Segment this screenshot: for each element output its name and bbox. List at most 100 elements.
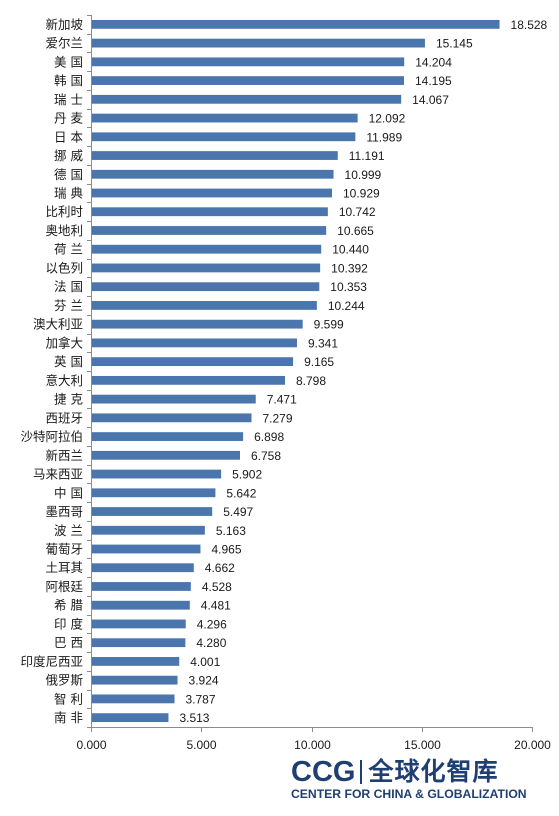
logo-english-name: CENTER FOR CHINA & GLOBALIZATION	[291, 787, 527, 801]
value-label: 10.665	[337, 224, 374, 238]
value-label: 14.195	[415, 74, 452, 88]
category-label: 挪 威	[54, 148, 83, 163]
bar	[92, 263, 321, 273]
bar	[92, 151, 338, 160]
category-label: 奥地利	[45, 223, 83, 238]
category-label: 日 本	[54, 129, 83, 144]
value-label: 10.353	[330, 280, 367, 294]
value-label: 6.758	[251, 449, 281, 463]
bar	[92, 413, 252, 423]
value-label: 10.742	[339, 205, 376, 219]
category-label: 比利时	[45, 204, 83, 219]
category-label: 丹 麦	[54, 111, 83, 126]
category-label: 阿根廷	[45, 579, 83, 594]
category-label: 英 国	[54, 354, 83, 369]
bar	[92, 282, 320, 292]
category-label: 土耳其	[45, 560, 83, 575]
bar	[92, 38, 425, 48]
value-label: 5.642	[226, 486, 256, 500]
x-tick-label: 5.000	[186, 738, 216, 752]
bar	[92, 338, 297, 348]
category-label: 荷 兰	[54, 242, 83, 257]
logo-ccg-text: CCG	[291, 756, 356, 788]
bar	[92, 207, 328, 217]
value-label: 3.513	[179, 711, 209, 725]
bar	[92, 450, 241, 460]
x-tick-label: 10.000	[294, 738, 331, 752]
value-label: 11.191	[349, 149, 385, 163]
bar	[92, 619, 186, 629]
value-label: 4.001	[190, 655, 220, 669]
category-label: 西班牙	[45, 410, 83, 425]
bar	[92, 507, 213, 516]
bar	[92, 301, 317, 310]
category-label: 瑞 典	[54, 186, 83, 201]
value-label: 4.528	[202, 580, 232, 594]
value-label: 12.092	[369, 112, 406, 126]
value-label: 7.279	[263, 411, 293, 425]
category-label: 韩 国	[54, 73, 83, 88]
value-label: 5.902	[232, 468, 262, 482]
bar	[92, 375, 285, 385]
value-label: 3.924	[189, 674, 219, 688]
logo-top-row: CCG 全球化智库	[291, 756, 553, 788]
category-label: 以色列	[45, 260, 83, 275]
value-label: 10.929	[343, 187, 380, 201]
bar	[92, 394, 256, 404]
value-label: 10.999	[345, 168, 382, 182]
value-label: 6.898	[254, 430, 284, 444]
bar	[92, 94, 402, 104]
bar	[92, 132, 356, 142]
category-label: 新加坡	[45, 17, 83, 32]
bar	[92, 525, 205, 535]
category-label: 印 度	[54, 616, 83, 631]
x-tick-label: 0.000	[76, 738, 106, 752]
category-label: 爱尔兰	[45, 36, 83, 51]
bar	[92, 319, 303, 329]
category-label: 希 腊	[54, 598, 83, 613]
category-label: 沙特阿拉伯	[20, 429, 83, 444]
value-label: 8.798	[296, 374, 326, 388]
bar	[92, 226, 327, 235]
x-tick-label: 15.000	[404, 738, 441, 752]
value-label: 3.787	[186, 692, 216, 706]
value-label: 5.163	[216, 524, 246, 538]
ccg-logo: CCG 全球化智库 CENTER FOR CHINA & GLOBALIZATI…	[291, 758, 553, 802]
value-label: 4.965	[211, 543, 241, 557]
bar	[92, 713, 169, 723]
bar	[92, 488, 216, 498]
logo-separator	[360, 760, 363, 784]
value-label: 14.204	[415, 55, 452, 69]
category-label: 德 国	[54, 167, 83, 182]
bar	[92, 169, 334, 179]
bar	[92, 657, 180, 666]
value-label: 9.599	[314, 318, 344, 332]
bar	[92, 600, 190, 610]
category-label: 瑞 士	[54, 92, 83, 107]
value-label: 18.528	[511, 18, 548, 32]
category-label: 葡萄牙	[45, 542, 83, 557]
category-label: 墨西哥	[45, 504, 83, 519]
bar	[92, 57, 405, 67]
category-label: 波 兰	[54, 523, 83, 538]
category-label: 美 国	[54, 54, 83, 69]
value-label: 4.280	[196, 636, 226, 650]
value-label: 11.989	[366, 130, 402, 144]
value-label: 4.662	[205, 561, 235, 575]
category-label: 澳大利亚	[33, 317, 83, 332]
category-label: 印度尼西亚	[20, 654, 83, 669]
value-label: 14.067	[412, 93, 449, 107]
bar	[92, 675, 178, 685]
category-label: 意大利	[45, 373, 83, 388]
category-label: 捷 克	[54, 392, 83, 407]
bar	[92, 432, 244, 441]
x-tick-label: 20.000	[514, 738, 551, 752]
bar	[92, 638, 186, 648]
bar	[92, 563, 194, 573]
value-label: 9.165	[304, 355, 334, 369]
category-label: 俄罗斯	[45, 673, 83, 688]
value-label: 10.244	[328, 299, 365, 313]
value-label: 9.341	[308, 336, 338, 350]
category-label: 马来西亚	[33, 467, 83, 482]
